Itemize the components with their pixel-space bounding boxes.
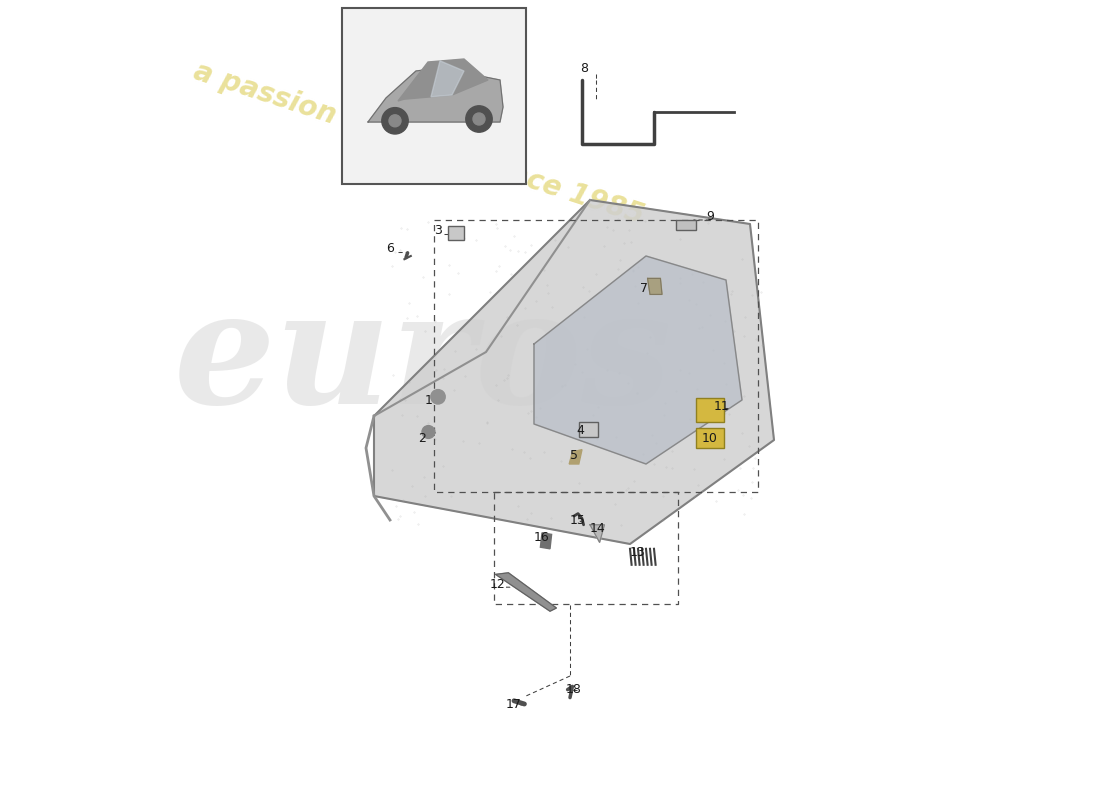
Circle shape <box>389 114 402 126</box>
Text: euros: euros <box>174 283 672 437</box>
Polygon shape <box>569 450 582 464</box>
Text: 13: 13 <box>630 546 646 558</box>
Polygon shape <box>590 525 604 542</box>
Polygon shape <box>648 278 662 294</box>
Text: 14: 14 <box>590 522 606 534</box>
Text: 18: 18 <box>566 683 582 696</box>
Polygon shape <box>540 533 551 549</box>
Circle shape <box>465 106 492 132</box>
Bar <box>449 226 464 240</box>
Polygon shape <box>534 256 742 464</box>
Text: 9: 9 <box>706 210 714 222</box>
Text: 11: 11 <box>713 400 729 413</box>
Text: 12: 12 <box>491 578 506 590</box>
Circle shape <box>473 113 485 125</box>
Circle shape <box>382 107 408 134</box>
Circle shape <box>422 426 435 438</box>
Polygon shape <box>374 200 774 544</box>
Text: 16: 16 <box>535 531 550 544</box>
Text: 5: 5 <box>570 450 578 462</box>
Bar <box>342 8 526 184</box>
Bar <box>676 220 696 230</box>
Text: 10: 10 <box>702 432 718 445</box>
Text: 1: 1 <box>425 394 432 406</box>
Text: 2: 2 <box>418 432 426 445</box>
Polygon shape <box>496 573 557 611</box>
Text: 17: 17 <box>506 698 521 710</box>
Bar <box>579 422 598 437</box>
Text: 7: 7 <box>640 282 648 294</box>
Text: 4: 4 <box>576 424 584 437</box>
Polygon shape <box>398 59 488 101</box>
Text: 6: 6 <box>386 242 394 254</box>
Text: a passion for parts since 1985: a passion for parts since 1985 <box>190 58 648 230</box>
Polygon shape <box>431 61 464 97</box>
Text: 3: 3 <box>434 224 442 237</box>
Bar <box>695 398 724 422</box>
Bar <box>695 428 724 448</box>
Polygon shape <box>368 68 503 122</box>
Text: 8: 8 <box>581 62 589 74</box>
Circle shape <box>431 390 446 404</box>
Text: 15: 15 <box>570 514 586 526</box>
